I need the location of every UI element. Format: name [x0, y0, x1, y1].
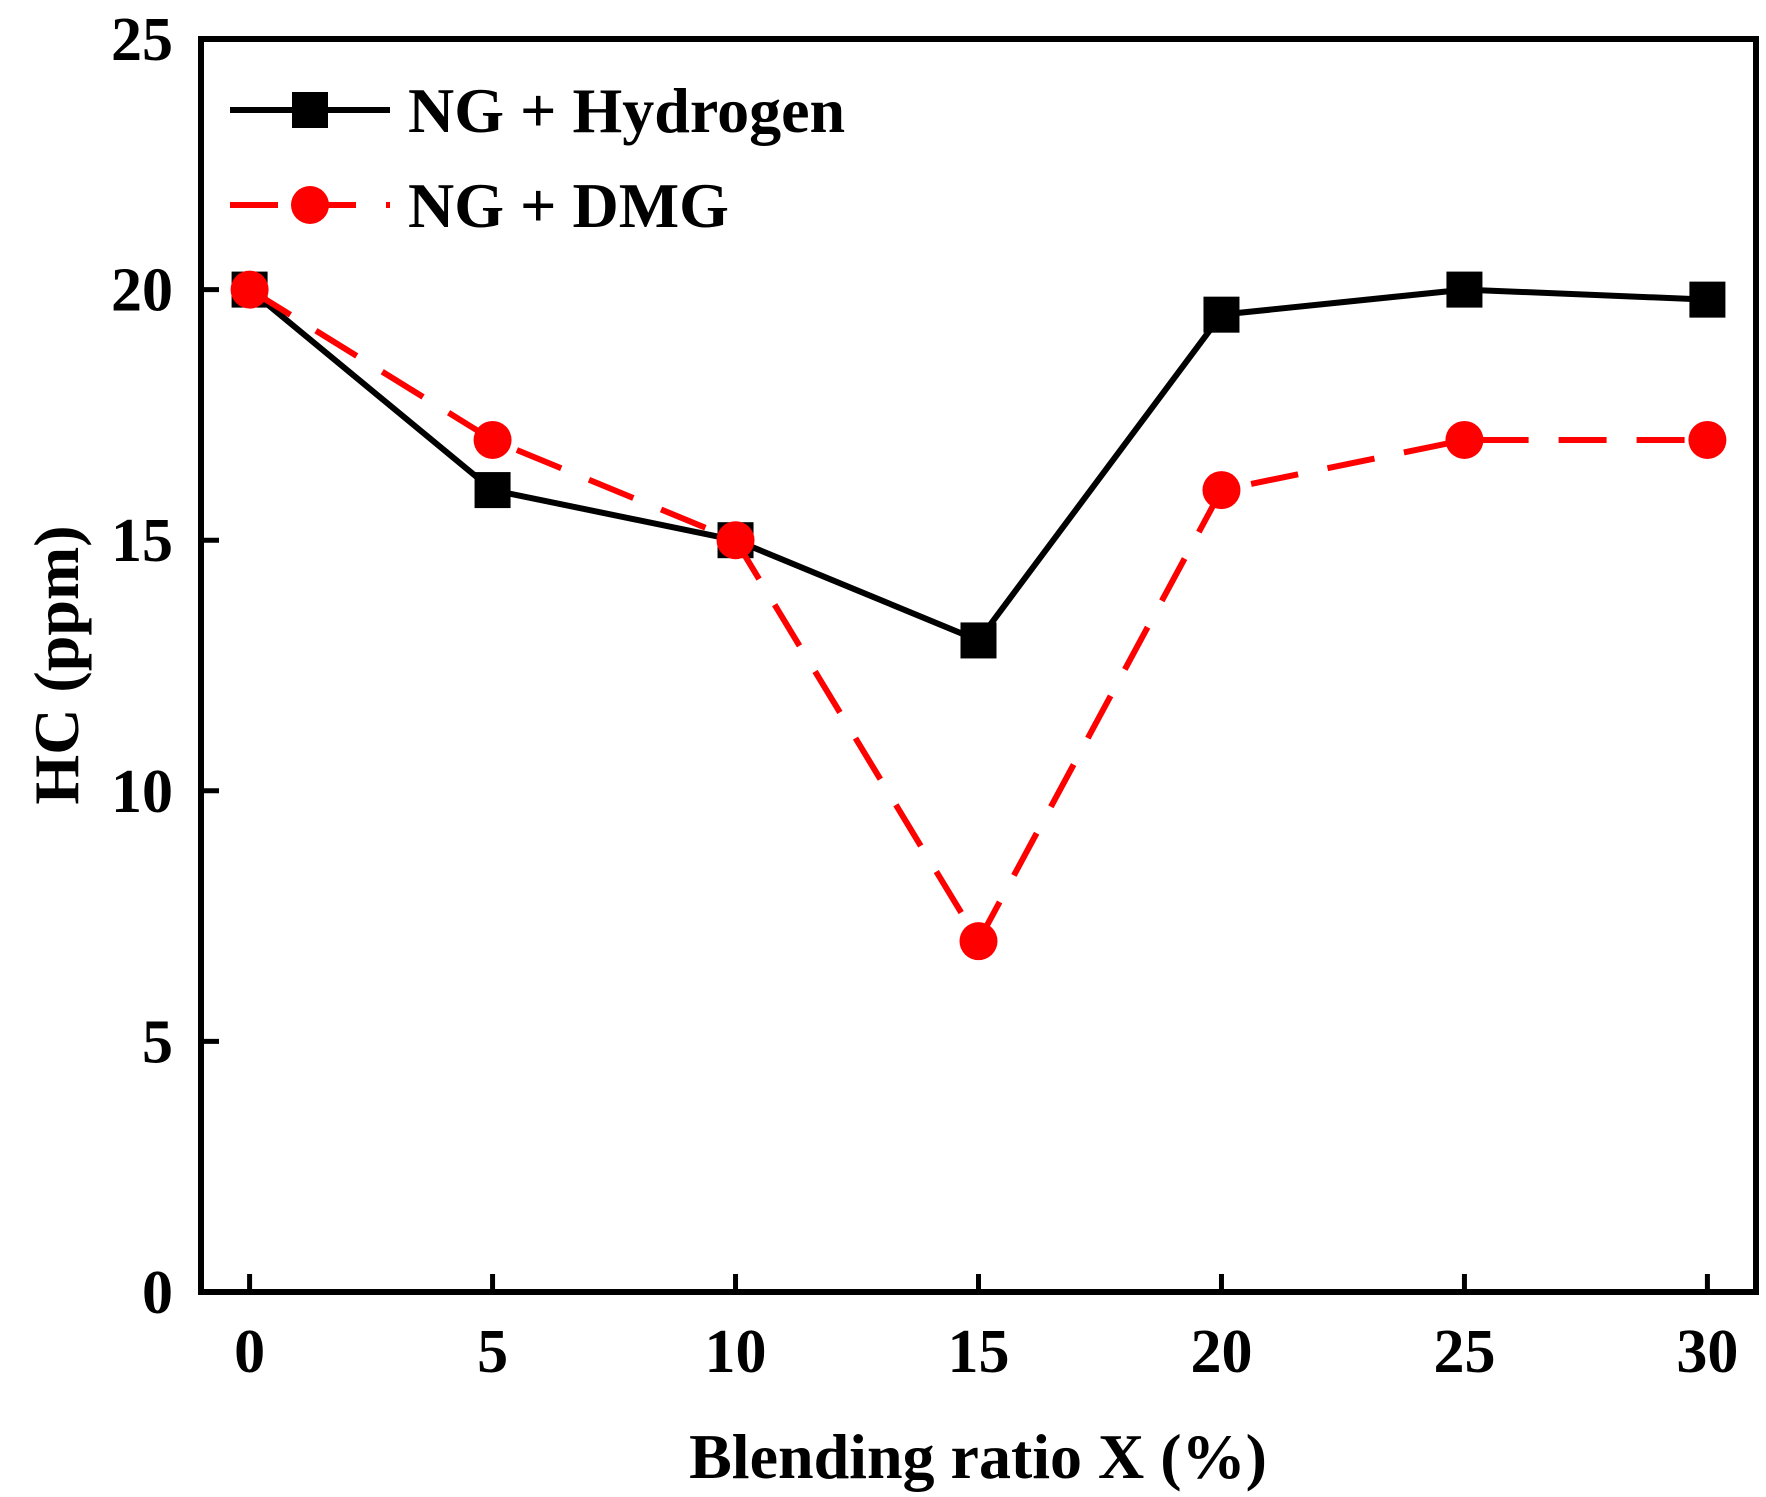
y-tick-label: 25	[111, 6, 173, 74]
series-line-ng-dmg	[248, 287, 1708, 945]
axes: 0 5 10 15 20 25 30 0 5 10 15 20 25	[111, 6, 1738, 1386]
x-tick-label: 15	[948, 1318, 1010, 1386]
legend-marker-circle	[291, 186, 329, 224]
x-tick-label: 20	[1190, 1318, 1252, 1386]
data-point-ng-dmg	[716, 521, 755, 560]
x-tick-label: 30	[1676, 1318, 1738, 1386]
data-point-ng-dmg	[1202, 471, 1241, 510]
x-axis-title: Blending ratio X (%)	[689, 1421, 1267, 1492]
y-axis-title: HC (ppm)	[21, 525, 92, 804]
y-tick-label: 10	[111, 758, 173, 826]
data-point-ng-hydrogen	[960, 622, 997, 659]
legend-marker-square	[292, 92, 328, 128]
y-tick-label: 15	[111, 507, 173, 575]
y-tick-label: 5	[142, 1008, 173, 1076]
data-point-ng-dmg	[959, 922, 998, 961]
data-point-ng-hydrogen	[1446, 271, 1483, 308]
x-tick-label: 0	[234, 1318, 265, 1386]
data-point-ng-hydrogen	[1203, 296, 1240, 333]
data-point-ng-dmg	[1688, 420, 1727, 459]
data-point-ng-hydrogen	[474, 472, 511, 509]
data-point-ng-dmg	[230, 270, 269, 309]
y-tick-label: 20	[111, 257, 173, 325]
legend-label: NG + Hydrogen	[408, 75, 845, 146]
data-point-ng-dmg	[1445, 420, 1484, 459]
x-tick-label: 10	[705, 1318, 767, 1386]
x-tick-label: 25	[1433, 1318, 1495, 1386]
series-line-ng-hydrogen	[247, 286, 1708, 644]
x-tick-label: 5	[477, 1318, 508, 1386]
y-tick-label: 0	[142, 1259, 173, 1327]
data-point-ng-hydrogen	[1689, 281, 1726, 318]
legend: NG + Hydrogen NG + DMG	[230, 75, 845, 241]
legend-label: NG + DMG	[408, 170, 729, 241]
data-point-ng-dmg	[473, 420, 512, 459]
plot-marks	[230, 270, 1727, 961]
